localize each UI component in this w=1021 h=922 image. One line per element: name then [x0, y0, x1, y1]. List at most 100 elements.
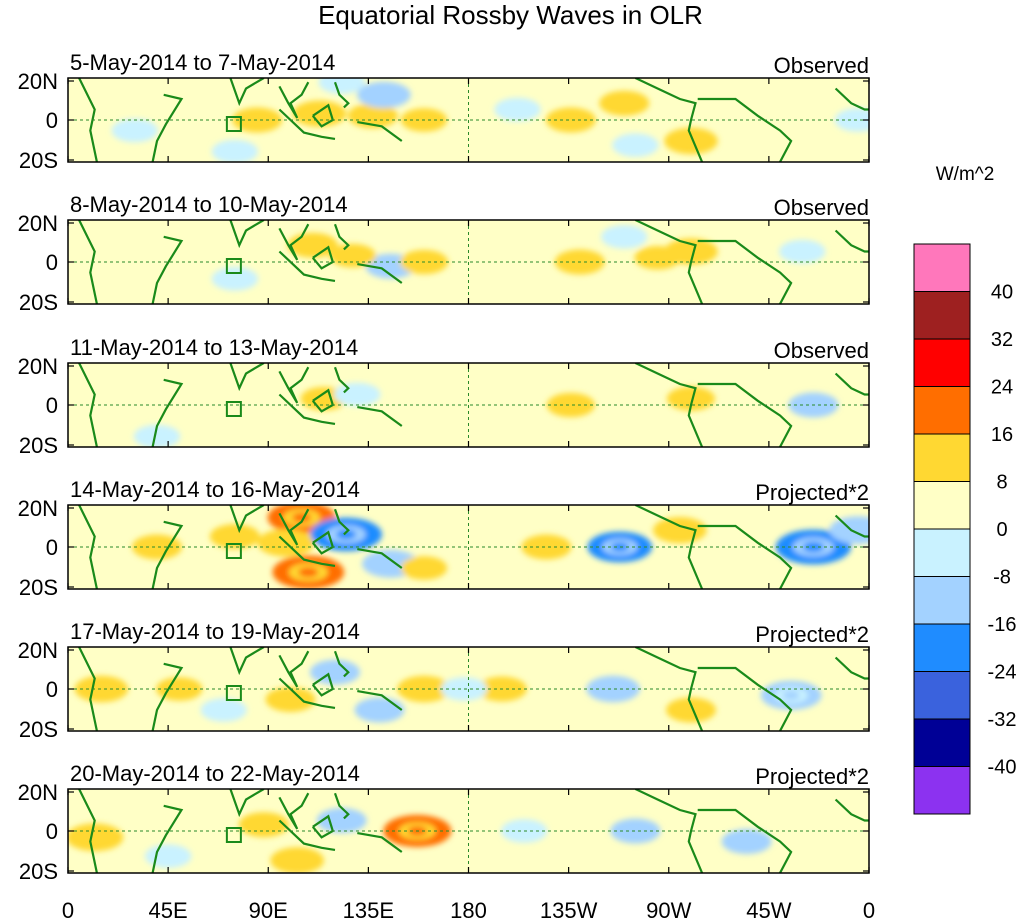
coastline: [357, 121, 403, 142]
coastline: [229, 505, 265, 534]
region-box: [225, 685, 242, 701]
panel-date-range: 17-May-2014 to 19-May-2014: [70, 619, 360, 644]
colorbar-swatch: [913, 718, 971, 767]
panel-date-range: 5-May-2014 to 7-May-2014: [70, 50, 335, 75]
panel-label: Projected*2: [755, 764, 869, 789]
coastline: [834, 798, 869, 822]
anomaly-cell: [601, 225, 648, 249]
panel-label: Projected*2: [755, 622, 869, 647]
colorbar-level-label: -16: [988, 614, 1017, 636]
panel-label: Observed: [774, 53, 869, 78]
colorbar-swatch: [913, 671, 971, 720]
x-tick-label: 180: [450, 898, 487, 922]
colorbar-level-label: -40: [988, 757, 1017, 779]
anomaly-cell: [545, 107, 596, 133]
coastline: [229, 78, 265, 107]
anomaly-peak: [610, 542, 629, 552]
anomaly-cell: [546, 392, 595, 418]
colorbar-swatch: [913, 291, 971, 340]
colorbar-swatch: [913, 433, 971, 482]
coastline: [278, 81, 310, 119]
panel-label: Observed: [774, 338, 869, 363]
panel-date-range: 8-May-2014 to 10-May-2014: [70, 192, 348, 217]
panel-4: 20N 0 20S 14-May-2014 to 16-May-2014 Project…: [18, 477, 870, 600]
x-tick-label: 90E: [249, 898, 288, 922]
anomaly-cell: [634, 245, 681, 270]
x-axis: 0 45E 90E 135E 180 135W 90W 45W 0: [62, 898, 875, 922]
y-tick-label: 20S: [19, 717, 58, 742]
colorbar-level-label: -32: [988, 709, 1017, 731]
colorbar-swatch: [913, 243, 971, 292]
anomaly-peak: [292, 512, 312, 523]
x-tick-label: 45W: [746, 898, 791, 922]
coastline: [834, 87, 869, 111]
y-tick-label: 20S: [19, 859, 58, 884]
anomaly-peak: [782, 690, 800, 700]
coastline: [151, 804, 184, 873]
anomaly-cell: [666, 697, 716, 723]
coastline: [357, 548, 403, 569]
y-tick-label: 20S: [19, 148, 58, 173]
y-tick-label: 20N: [18, 69, 58, 94]
coastline: [834, 514, 869, 538]
region-box: [225, 543, 242, 559]
region-box: [225, 401, 242, 417]
anomaly-cell: [521, 534, 572, 560]
coastline: [278, 366, 310, 404]
coastline: [834, 229, 869, 253]
colorbar-swatch: [913, 576, 971, 625]
colorbar-swatch: [913, 528, 971, 577]
panel-1: 20N 0 20S 5-May-2014 to 7-May-2014 Observed: [18, 50, 870, 173]
region-box: [225, 827, 242, 843]
panel-label: Observed: [774, 195, 869, 220]
anomaly-cell: [111, 118, 158, 143]
anomaly-cell: [834, 108, 869, 132]
y-tick-label: 20S: [19, 433, 58, 458]
panel-5: 20N 0 20S 17-May-2014 to 19-May-2014 Project…: [18, 619, 870, 742]
anomaly-cell: [666, 386, 716, 411]
coastline: [151, 93, 184, 162]
coastline: [697, 382, 793, 447]
coastline: [697, 666, 793, 731]
coastline: [333, 366, 350, 394]
coastline: [278, 393, 336, 425]
anomaly-cell: [664, 127, 718, 155]
coastline: [357, 832, 403, 853]
coastline: [278, 223, 310, 261]
panel-6: 20N 0 20S 20-May-2014 to 22-May-2014 Project…: [18, 761, 870, 884]
anomaly-cell: [265, 687, 316, 712]
anomaly-cell: [270, 847, 324, 873]
coastline: [697, 97, 793, 162]
coastline: [697, 239, 793, 304]
y-tick-label: 20N: [18, 354, 58, 379]
coastline: [357, 406, 403, 427]
anomaly-cell: [829, 516, 869, 545]
y-tick-label: 20N: [18, 496, 58, 521]
coastline: [634, 789, 704, 873]
panel-date-range: 20-May-2014 to 22-May-2014: [70, 761, 360, 786]
coastline: [229, 220, 265, 249]
anomaly-cell: [586, 675, 640, 703]
x-tick-label: 0: [863, 898, 875, 922]
coastline: [278, 250, 336, 282]
anomaly-peak: [336, 529, 357, 540]
colorbar-swatch: [913, 386, 971, 435]
y-tick-label: 0: [46, 819, 58, 844]
colorbar-swatch: [913, 481, 971, 530]
coastline: [357, 690, 403, 711]
anomaly-cell: [357, 81, 411, 109]
panel-2: 20N 0 20S 8-May-2014 to 10-May-2014 Observed: [18, 192, 870, 315]
panel-3: 20N 0 20S 11-May-2014 to 13-May-2014 Observe…: [18, 335, 870, 458]
anomaly-cell: [599, 90, 650, 116]
coastline: [278, 535, 336, 567]
anomaly-cell: [612, 133, 659, 157]
anomaly-cell: [329, 243, 376, 268]
anomaly-cell: [354, 697, 405, 723]
panel-date-range: 11-May-2014 to 13-May-2014: [70, 335, 358, 360]
anomaly-cell: [211, 267, 259, 291]
x-tick-label: 90W: [646, 898, 691, 922]
coastline: [278, 819, 336, 851]
coastline: [229, 789, 265, 818]
coastline: [357, 263, 403, 284]
